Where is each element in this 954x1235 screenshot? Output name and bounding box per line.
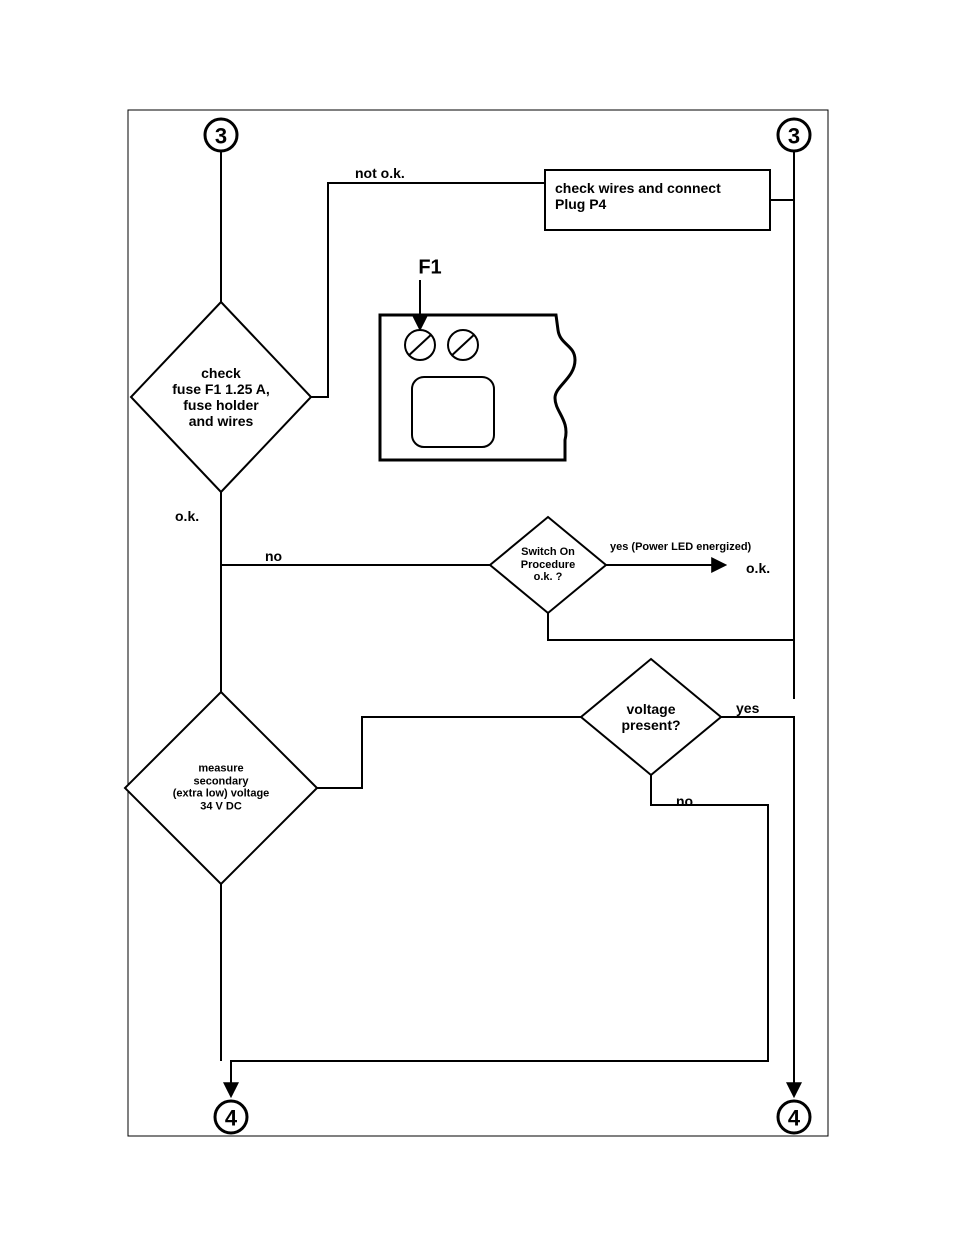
node-voltage_present-label: voltage present? <box>621 701 680 733</box>
flowchart-svg <box>0 0 954 1235</box>
node-check_fuse-label: check fuse F1 1.25 A, fuse holder and wi… <box>172 365 270 429</box>
flowchart-canvas: check fuse F1 1.25 A, fuse holder and wi… <box>0 0 954 1235</box>
edge-label-ok_right: o.k. <box>746 560 770 576</box>
node-check_wires_box-label: check wires and connect Plug P4 <box>555 180 721 212</box>
node-switch_on-label: Switch On Procedure o.k. ? <box>521 546 575 584</box>
edge-label-yes_led: yes (Power LED energized) <box>610 541 751 554</box>
edge-label-no_left: no <box>265 548 282 564</box>
edge-7 <box>721 717 794 1095</box>
edge-label-not_ok: not o.k. <box>355 165 405 181</box>
connector-top_right: 3 <box>788 123 800 148</box>
edge-label-yes_v: yes <box>736 700 759 716</box>
connector-bot_right: 4 <box>788 1105 800 1130</box>
connector-top_left: 3 <box>215 123 227 148</box>
edge-8 <box>231 775 768 1095</box>
edge-label-no_v: no <box>676 793 693 809</box>
edge-6 <box>317 717 581 788</box>
node-measure_secondary-label: measure secondary (extra low) voltage 34… <box>173 763 270 814</box>
edge-label-ok_left: o.k. <box>175 508 199 524</box>
f1-label: F1 <box>418 257 441 280</box>
connector-bot_left: 4 <box>225 1105 237 1130</box>
edge-3 <box>221 492 490 565</box>
